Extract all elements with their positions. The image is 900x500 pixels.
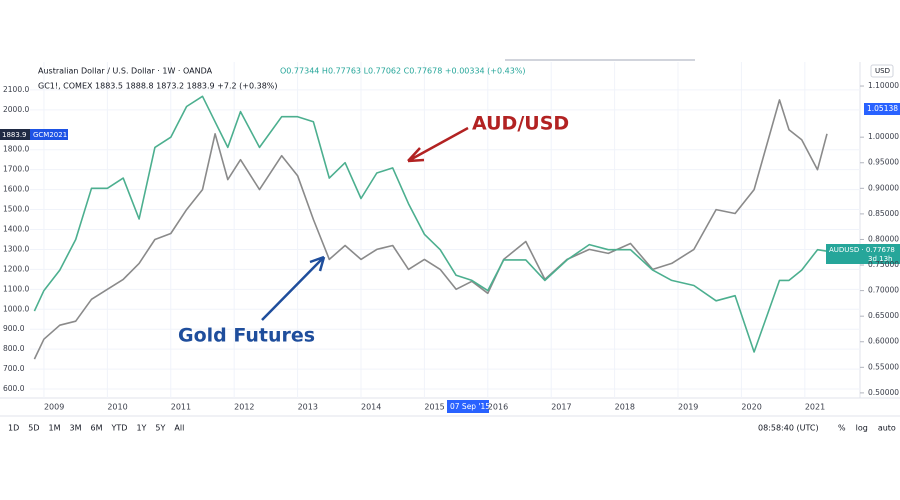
right-timer: 3d 13h — [868, 255, 892, 263]
range-button[interactable]: YTD — [111, 424, 128, 433]
series-line — [33, 95, 828, 353]
left-price: 1883.9 — [2, 131, 27, 139]
range-button[interactable]: 5Y — [155, 424, 165, 433]
overlay-legend: GC1!, COMEX 1883.5 1888.8 1873.2 1883.9 … — [38, 82, 278, 91]
right-price-tag — [864, 103, 900, 115]
y-tick-label: 1500.0 — [3, 205, 29, 214]
left-price-tag — [0, 129, 30, 140]
ohlc: O0.77344 H0.77763 L0.77062 C0.77678 +0.0… — [280, 67, 526, 76]
x-tick-label: 2018 — [615, 403, 635, 412]
x-tick-label: 2019 — [678, 403, 698, 412]
right-symbol: AUDUSD · 0.77678 — [829, 246, 895, 254]
range-button[interactable]: 1Y — [136, 424, 146, 433]
y-tick-label: 1100.0 — [3, 284, 29, 293]
range-button[interactable]: 5D — [28, 424, 39, 433]
series-line — [33, 99, 828, 360]
symbol-title: Australian Dollar / U.S. Dollar · 1W · O… — [38, 67, 213, 76]
y-tick-label: 700.0 — [3, 364, 25, 373]
x-tick-label: 2011 — [171, 403, 191, 412]
y2-tick-label: 0.75000 — [868, 260, 899, 269]
range-button[interactable]: 3M — [70, 424, 82, 433]
x-tick-label: 2010 — [107, 403, 127, 412]
x-tick-label: 2015 — [424, 403, 444, 412]
y2-tick-label: 0.85000 — [868, 209, 899, 218]
clock: 08:58:40 (UTC) — [758, 424, 819, 433]
option-button[interactable]: auto — [878, 424, 896, 433]
option-button[interactable]: % — [838, 424, 846, 433]
y-tick-label: 800.0 — [3, 344, 25, 353]
cursor-date: 07 Sep '15 — [450, 402, 490, 411]
x-tick-label: 2016 — [488, 403, 508, 412]
plot — [30, 62, 860, 398]
y-tick-label: 600.0 — [3, 384, 25, 393]
left-symbol: GCM2021 — [33, 131, 67, 139]
currency: USD — [875, 67, 890, 75]
y-tick-label: 2000.0 — [3, 105, 29, 114]
range-button[interactable]: 6M — [91, 424, 103, 433]
y2-tick-label: 0.50000 — [868, 388, 899, 397]
y-tick-label: 1400.0 — [3, 225, 29, 234]
range-button[interactable]: All — [174, 424, 184, 433]
cursor-date-tag — [447, 400, 489, 413]
y-tick-label: 900.0 — [3, 324, 25, 333]
y-tick-label: 1300.0 — [3, 244, 29, 253]
x-tick-label: 2021 — [805, 403, 825, 412]
x-tick-label: 2017 — [551, 403, 571, 412]
range-button[interactable]: 1M — [49, 424, 61, 433]
range-button[interactable]: 1D — [8, 424, 19, 433]
y-tick-label: 1000.0 — [3, 304, 29, 313]
right-price: 1.05138 — [867, 104, 898, 113]
x-tick-label: 2009 — [44, 403, 64, 412]
currency-box — [870, 64, 894, 78]
right-symbol-tag — [826, 244, 900, 264]
y2-tick-label: 0.55000 — [868, 362, 899, 371]
y2-tick-label: 0.80000 — [868, 234, 899, 243]
y-tick-label: 1600.0 — [3, 185, 29, 194]
y2-tick-label: 0.70000 — [868, 286, 899, 295]
x-tick-label: 2020 — [741, 403, 761, 412]
y2-tick-label: 1.00000 — [868, 132, 899, 141]
y2-tick-label: 0.95000 — [868, 158, 899, 167]
y-tick-label: 2100.0 — [3, 85, 29, 94]
x-tick-label: 2013 — [298, 403, 318, 412]
y-tick-label: 1800.0 — [3, 145, 29, 154]
y2-tick-label: 0.60000 — [868, 337, 899, 346]
option-button[interactable]: log — [856, 424, 868, 433]
y2-tick-label: 1.10000 — [868, 81, 899, 90]
x-tick-label: 2012 — [234, 403, 254, 412]
y2-tick-label: 0.90000 — [868, 183, 899, 192]
y-tick-label: 1200.0 — [3, 264, 29, 273]
gold-arrow — [261, 255, 326, 321]
annotation-audusd: AUD/USD — [472, 113, 569, 135]
y2-tick-label: 0.65000 — [868, 311, 899, 320]
left-symbol-tag — [30, 129, 68, 140]
audusd-arrow — [407, 126, 469, 163]
toolbar: 1D 5D 1M 3M 6M YTD 1Y 5Y All% log auto — [8, 424, 896, 433]
x-tick-label: 2014 — [361, 403, 381, 412]
annotation-gold: Gold Futures — [178, 325, 315, 347]
y-tick-label: 1700.0 — [3, 165, 29, 174]
top-bar — [505, 59, 695, 61]
